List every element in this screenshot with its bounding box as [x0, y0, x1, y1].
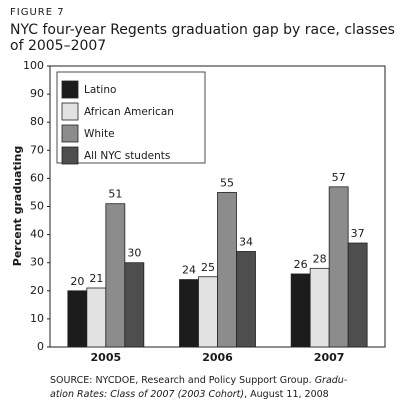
- y-tick-label: 60: [30, 171, 44, 184]
- y-tick-label: 30: [30, 256, 44, 269]
- legend-label: African American: [84, 106, 174, 118]
- value-label: 57: [332, 171, 346, 184]
- y-tick-label: 0: [37, 340, 44, 353]
- bar: [236, 251, 256, 348]
- legend-box: [56, 71, 206, 164]
- y-tick-label: 70: [30, 143, 44, 156]
- chart-title: NYC four-year Regents graduation gap by …: [10, 22, 395, 38]
- value-label: 51: [108, 188, 122, 201]
- bar: [309, 267, 330, 348]
- source: SOURCE: NYCDOE, Research and Policy Supp…: [50, 375, 348, 386]
- x-tick-label: 2006: [202, 351, 233, 364]
- source-part: , August 11, 2008: [244, 389, 329, 400]
- bar: [124, 262, 145, 348]
- y-tick-label: 100: [23, 59, 44, 72]
- value-label: 30: [127, 247, 141, 260]
- y-tick-label: 40: [30, 228, 44, 241]
- y-tick-label: 10: [30, 312, 44, 325]
- bar: [198, 276, 218, 348]
- y-tick-label: 20: [30, 284, 44, 297]
- source-part: ation Rates: Class of 2007 (2003 Cohort): [50, 389, 244, 400]
- value-label: 37: [351, 227, 365, 240]
- chart-title: of 2005–2007: [10, 38, 106, 54]
- bar: [217, 192, 237, 348]
- bar: [67, 290, 88, 348]
- x-tick-label: 2005: [91, 351, 122, 364]
- x-tick-label: 2007: [314, 351, 345, 364]
- legend-label: Latino: [84, 84, 116, 96]
- legend-swatch: [61, 146, 79, 165]
- bar: [86, 287, 107, 348]
- legend-swatch: [61, 102, 79, 121]
- bar: [290, 273, 311, 348]
- value-label: 28: [313, 252, 327, 265]
- value-label: 21: [89, 272, 103, 285]
- legend-label: White: [84, 128, 115, 140]
- value-label: 55: [220, 176, 234, 189]
- value-label: 34: [239, 235, 253, 248]
- value-label: 25: [201, 261, 215, 274]
- source: ation Rates: Class of 2007 (2003 Cohort)…: [50, 389, 329, 400]
- bar: [105, 203, 126, 348]
- y-tick-label: 90: [30, 87, 44, 100]
- y-axis-label: Percent graduating: [11, 146, 24, 266]
- legend-swatch: [61, 80, 79, 99]
- legend-label: All NYC students: [84, 150, 170, 162]
- legend-swatch: [61, 124, 79, 143]
- bar: [347, 242, 368, 348]
- value-label: 26: [294, 258, 308, 271]
- figure-label: FIGURE 7: [10, 7, 65, 18]
- value-label: 20: [70, 275, 84, 288]
- value-label: 24: [182, 264, 196, 277]
- y-tick-label: 50: [30, 200, 44, 213]
- bar: [328, 186, 349, 348]
- bar: [179, 279, 199, 348]
- source-part: SOURCE: NYCDOE, Research and Policy Supp…: [50, 375, 315, 386]
- source-part: Gradu-: [315, 375, 348, 386]
- y-tick-label: 80: [30, 115, 44, 128]
